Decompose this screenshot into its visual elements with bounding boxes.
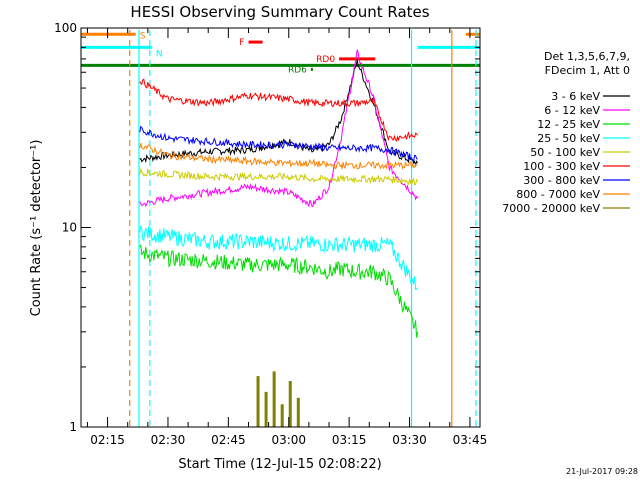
flag-label: N (156, 49, 163, 59)
flag-label: F (239, 38, 244, 48)
x-tick-label: 03:45 (453, 433, 488, 447)
series-bar-7000-20000 (296, 397, 300, 427)
x-tick-label: 03:00 (271, 433, 306, 447)
series-bar-7000-20000 (256, 376, 260, 427)
legend-header-2: FDecim 1, Att 0 (545, 64, 630, 77)
legend-label: 25 - 50 keV (537, 132, 600, 145)
legend-label: 6 - 12 keV (544, 104, 600, 117)
legend-label: 12 - 25 keV (537, 118, 600, 131)
series-line (139, 125, 418, 163)
legend-header-1: Det 1,3,5,6,7,9, (544, 50, 630, 63)
series-bar-7000-20000 (264, 391, 268, 427)
series-bar-7000-20000 (288, 381, 292, 427)
flag-bars: SN F RD6 RD0 (81, 31, 480, 75)
series-line (139, 142, 418, 170)
series-line (139, 78, 418, 142)
series-line (139, 225, 419, 291)
x-tick-label: 02:30 (151, 433, 186, 447)
x-tick-label: 03:15 (332, 433, 367, 447)
legend-label: 7000 - 20000 keV (502, 202, 600, 215)
x-tick-label: 02:45 (211, 433, 246, 447)
legend-label: 300 - 800 keV (523, 174, 600, 187)
x-tick-label: 02:15 (90, 433, 125, 447)
y-tick-label: 10 (62, 221, 77, 235)
series-lines (139, 49, 419, 427)
series-line (139, 167, 419, 186)
legend-label: 100 - 300 keV (523, 160, 600, 173)
legend-label: 50 - 100 keV (530, 146, 600, 159)
flag-label: S (140, 31, 146, 41)
series-line (139, 243, 419, 338)
chart-title: HESSI Observing Summary Count Rates (130, 3, 429, 21)
x-axis-label: Start Time (12-Jul-15 02:08:22) (178, 457, 381, 472)
series-line (139, 59, 419, 167)
legend-label: 800 - 7000 keV (516, 188, 600, 201)
legend-label: 3 - 6 keV (551, 90, 600, 103)
timestamp: 21-Jul-2017 09:28 (566, 467, 638, 476)
series-bar-7000-20000 (280, 404, 284, 427)
series-line (139, 49, 419, 208)
vertical-markers (129, 30, 477, 427)
flag-label: RD0 (316, 55, 335, 65)
y-axis-label: Count Rate (s⁻¹ detector⁻¹) (29, 140, 44, 317)
y-tick-label: 100 (54, 21, 77, 35)
axes: 1 10 100 02:15 02:30 02:45 03:00 03:15 03:30 03:4… (54, 21, 487, 447)
y-tick-label: 1 (69, 420, 77, 434)
x-tick-label: 03:30 (392, 433, 427, 447)
flag-label: RD6 (288, 65, 307, 75)
series-bar-7000-20000 (272, 371, 276, 427)
